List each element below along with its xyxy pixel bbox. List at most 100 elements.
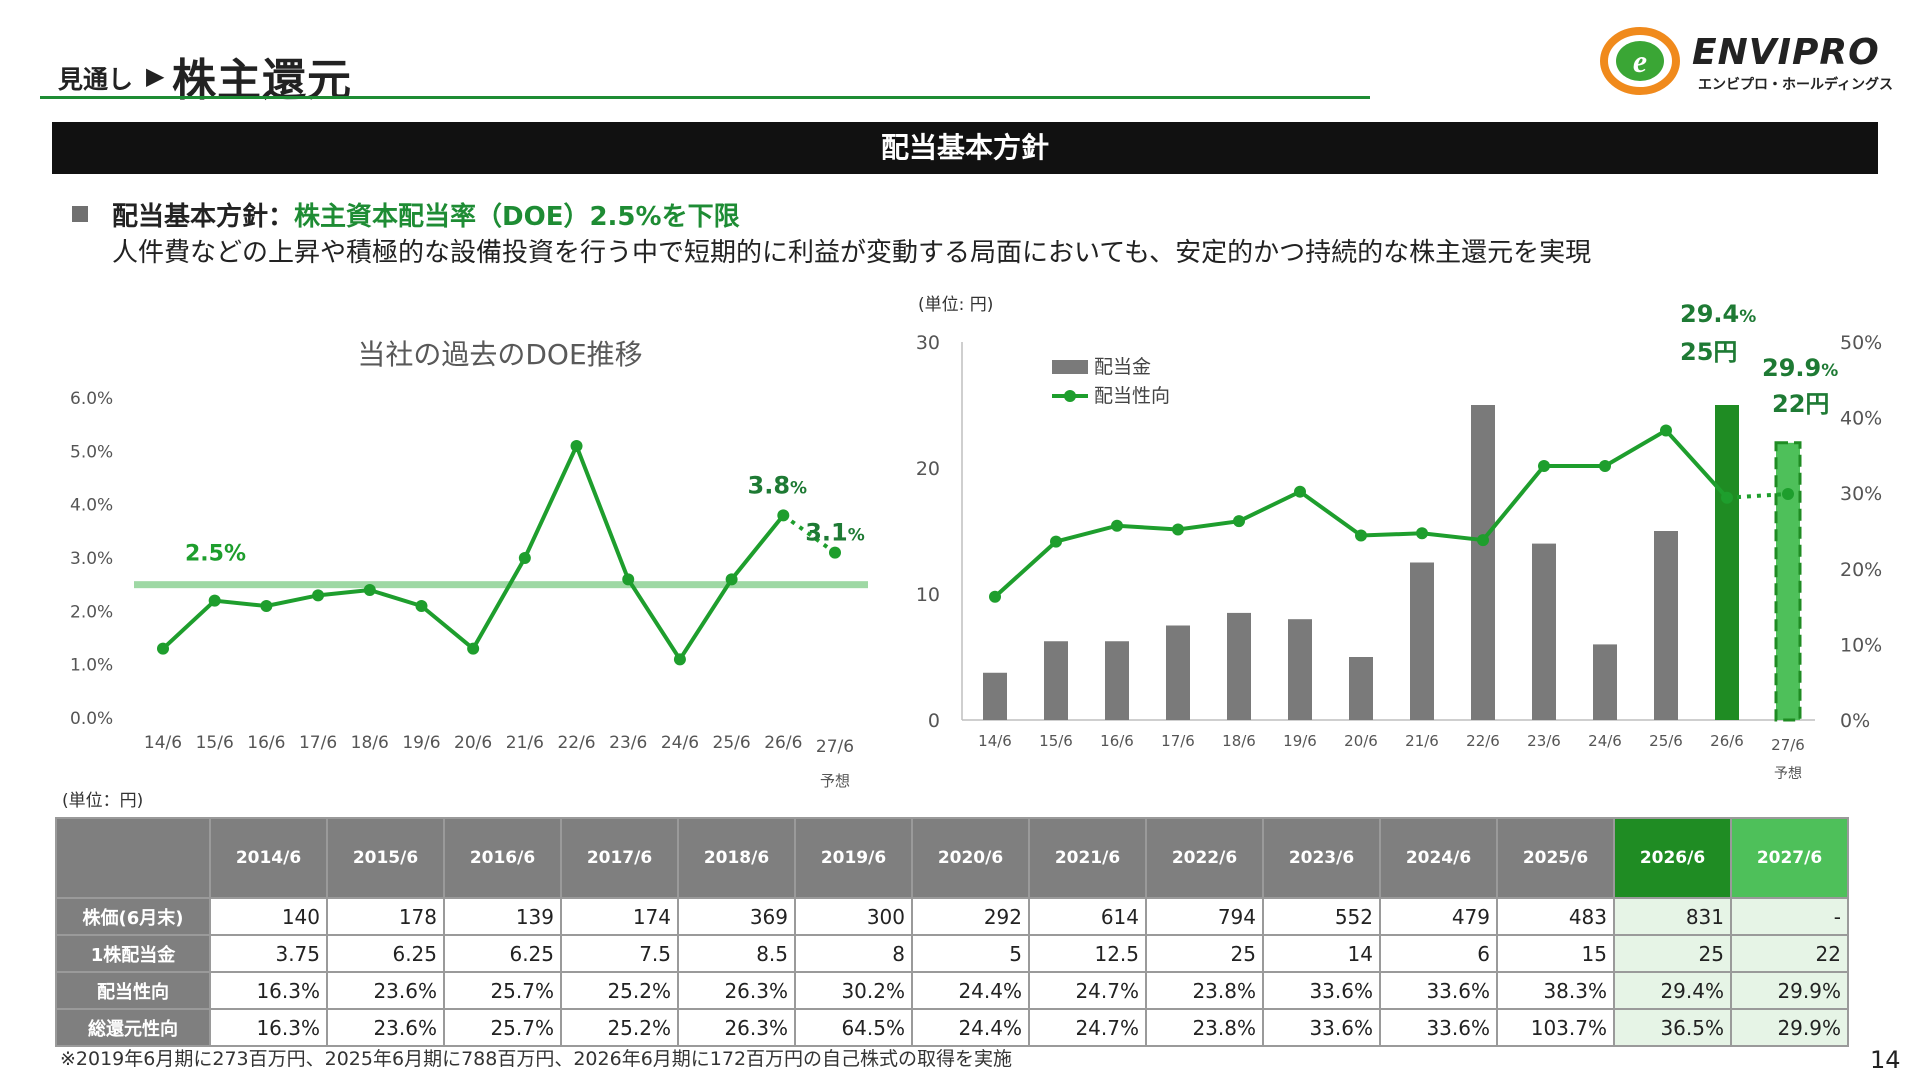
table-cell: 33.6% [1379, 1008, 1498, 1047]
payout-point [1355, 529, 1367, 542]
y-tick-label: 6.0% [70, 389, 113, 409]
table-cell: 23.6% [326, 971, 445, 1010]
dividend-bar [983, 672, 1007, 720]
logo-wordmark: ENVIPRO [1692, 32, 1880, 73]
right-y-tick: 10% [1840, 634, 1882, 656]
table-row-header: 総還元性向 [55, 1008, 211, 1047]
y-tick-label: 3.0% [70, 549, 113, 569]
dividend-bar [1593, 644, 1617, 720]
x-tick-label: 27/6 [816, 737, 854, 757]
table-cell: 12.5 [1028, 934, 1147, 973]
y-tick-label: 5.0% [70, 442, 113, 462]
table-cell: 22 [1730, 934, 1849, 973]
dividend-bar [1227, 612, 1251, 720]
section-banner: 配当基本方針 [52, 122, 1878, 174]
doe-forecast-line [782, 513, 837, 555]
x-tick-label: 26/6 [764, 733, 802, 753]
doe-point [570, 440, 583, 452]
table-cell: 36.5% [1613, 1008, 1732, 1047]
x-tick-label: 16/6 [1100, 732, 1134, 750]
table-cell: 26.3% [677, 1008, 796, 1047]
payout-point [1294, 485, 1306, 498]
anno-2026-pct: 29.4% [1680, 300, 1756, 328]
table-column-header: 2021/6 [1028, 817, 1147, 899]
forecast-label: 予想 [1774, 766, 1802, 782]
table-cell: 25.2% [560, 1008, 679, 1047]
payout-point [1111, 519, 1123, 532]
dividend-bar [1774, 441, 1802, 722]
payout-point [1538, 459, 1550, 472]
chart-title: 当社の過去のDOE推移 [357, 338, 642, 371]
payout-point [1660, 424, 1672, 437]
x-tick-label: 20/6 [454, 733, 492, 753]
table-cell: 25.7% [443, 1008, 562, 1047]
x-tick-label: 19/6 [1283, 732, 1317, 750]
table-cell: 25.7% [443, 971, 562, 1010]
payout-point [1477, 534, 1489, 547]
payout-point [1721, 491, 1733, 504]
right-y-tick: 30% [1840, 483, 1882, 505]
x-tick-label: 16/6 [247, 733, 285, 753]
doe-floor-line [134, 581, 868, 589]
anno-2027-pct: 29.9% [1762, 354, 1838, 382]
table-cell: 140 [209, 897, 328, 936]
doe-point [157, 642, 169, 655]
doe-point [725, 573, 738, 586]
x-tick-label: 22/6 [1466, 732, 1500, 750]
dividend-bar [1471, 405, 1495, 720]
x-tick-label: 18/6 [1222, 732, 1256, 750]
doe-point [415, 600, 428, 612]
table-cell: 300 [794, 897, 913, 936]
x-tick-label: 27/6 [1771, 736, 1805, 754]
table-column-header: 2020/6 [911, 817, 1030, 899]
dividend-combo-chart: (単位: 円) 30 20 10 0 50% 40% 30% 20% 10% 0% 14/6 15… [916, 295, 1882, 782]
doe-point [777, 509, 790, 522]
dividend-bar [1166, 625, 1190, 720]
x-tick-label: 26/6 [1710, 732, 1744, 750]
doe-point [467, 642, 480, 655]
legend-label-dividend: 配当金 [1094, 356, 1151, 378]
legend-marker-payout [1064, 390, 1076, 402]
y-tick-label: 2.0% [70, 602, 113, 622]
dividend-bar [1044, 641, 1068, 720]
table-cell: 29.4% [1613, 971, 1732, 1010]
payout-point [1172, 523, 1184, 536]
payout-point [1782, 487, 1794, 500]
table-cell: 552 [1262, 897, 1381, 936]
table-cell: 6 [1379, 934, 1498, 973]
table-column-header: 2024/6 [1379, 817, 1498, 899]
x-tick-label: 24/6 [661, 733, 699, 753]
x-tick-label: 23/6 [609, 733, 647, 753]
section-arrow: ▶ [146, 62, 165, 90]
y-tick-label: 4.0% [70, 496, 113, 516]
header-underline [40, 96, 1370, 99]
dividend-bar [1105, 641, 1129, 720]
table-cell: 292 [911, 897, 1030, 936]
dividend-bar [1288, 619, 1312, 720]
policy-headline: 配当基本方針：株主資本配当率（DOE）2.5%を下限 [112, 196, 740, 233]
table-cell: 14 [1262, 934, 1381, 973]
table-cell: 25.2% [560, 971, 679, 1010]
x-tick-label: 21/6 [506, 733, 544, 753]
policy-description: 人件費などの上昇や積極的な設備投資を行う中で短期的に利益が変動する局面においても… [112, 238, 1592, 268]
doe-point [673, 653, 686, 666]
section-prefix: 見通し [58, 65, 134, 94]
x-tick-label: 17/6 [299, 733, 337, 753]
left-y-tick: 30 [916, 332, 940, 354]
policy-highlight: 株主資本配当率（DOE）2.5%を下限 [294, 202, 740, 232]
table-cell: 139 [443, 897, 562, 936]
svg-text:e: e [1633, 43, 1647, 79]
doe-point [260, 600, 273, 612]
table-column-header: 2016/6 [443, 817, 562, 899]
table-cell: 8 [794, 934, 913, 973]
table-cell: 6.25 [443, 934, 562, 973]
x-tick-label: 24/6 [1588, 732, 1622, 750]
table-cell: 24.7% [1028, 1008, 1147, 1047]
y-tick-label: 0.0% [70, 709, 113, 729]
table-cell: 33.6% [1262, 1008, 1381, 1047]
right-y-tick: 0% [1840, 710, 1870, 732]
table-cell: 38.3% [1496, 971, 1615, 1010]
payout-point [1416, 527, 1428, 540]
anno-2026-yen: 25円 [1680, 338, 1737, 366]
dividend-table: 2014/6 2015/6 2016/6 2017/6 2018/6 2019/6 2020… [55, 817, 1849, 1047]
